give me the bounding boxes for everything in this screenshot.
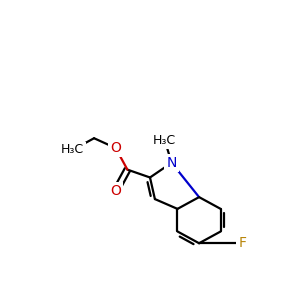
Text: N: N xyxy=(167,156,177,170)
Text: O: O xyxy=(110,141,121,155)
Text: H₃C: H₃C xyxy=(153,134,176,147)
Text: H₃C: H₃C xyxy=(61,143,84,157)
Text: O: O xyxy=(110,184,121,198)
Text: F: F xyxy=(238,236,246,250)
